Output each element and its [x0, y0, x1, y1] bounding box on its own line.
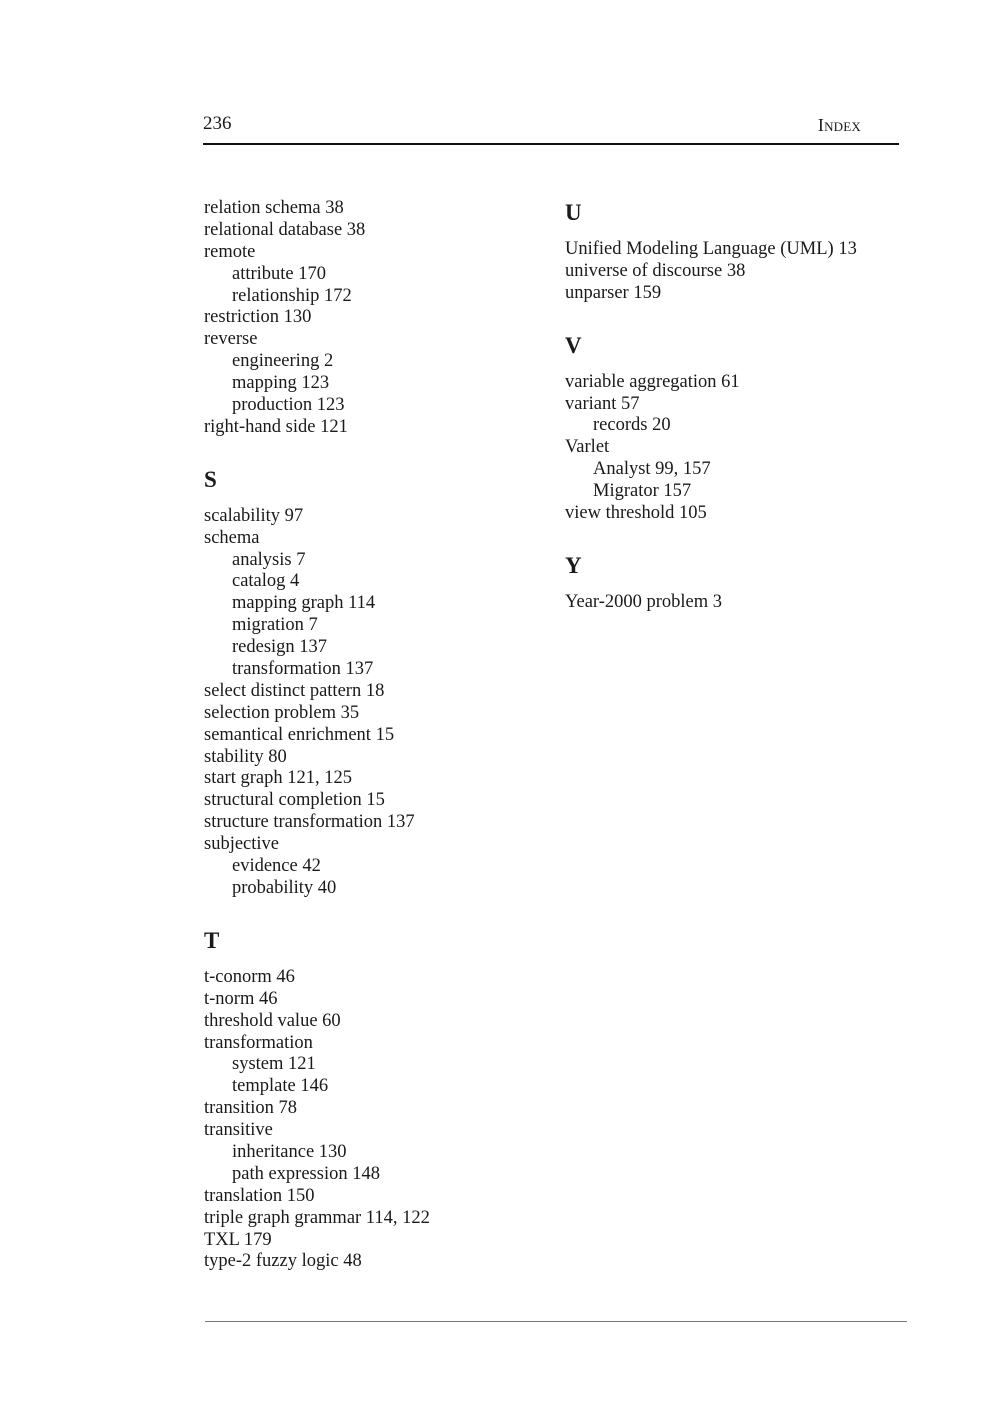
page-number: 236	[203, 113, 232, 134]
index-subentry: engineering 2	[232, 351, 334, 372]
index-entry: select distinct pattern 18	[204, 680, 385, 701]
footer-rule	[205, 1321, 907, 1322]
index-entry: variant 57	[565, 393, 640, 414]
index-entry: schema	[204, 527, 260, 548]
index-subentry: inheritance 130	[232, 1141, 347, 1162]
index-entry: view threshold 105	[565, 503, 707, 524]
index-entry: TXL 179	[204, 1229, 272, 1250]
index-subentry: template 146	[232, 1076, 329, 1097]
index-entry: scalability 97	[204, 505, 304, 526]
index-entry: Unified Modeling Language (UML) 13	[565, 239, 857, 259]
section-heading: S	[204, 466, 217, 492]
section-heading: V	[565, 332, 582, 358]
section-heading: Y	[565, 552, 582, 578]
index-entry: right-hand side 121	[204, 416, 348, 437]
index-entry: start graph 121, 125	[204, 768, 352, 789]
index-entry: transition 78	[204, 1098, 298, 1119]
index-entry: transitive	[204, 1120, 273, 1141]
index-subentry: records 20	[593, 415, 671, 436]
index-subentry: redesign 137	[232, 637, 328, 658]
index-entry: restriction 130	[204, 307, 312, 328]
index-entry: unparser 159	[565, 282, 662, 303]
index-entry: reverse	[204, 329, 258, 350]
index-entry: Year-2000 problem 3	[565, 591, 723, 612]
index-subentry: catalog 4	[232, 571, 300, 592]
index-subentry: attribute 170	[232, 263, 327, 284]
index-entry: t-norm 46	[204, 988, 278, 1009]
index-entry: triple graph grammar 114, 122	[204, 1207, 430, 1228]
section-heading: U	[565, 200, 582, 225]
index-entry: semantical enrichment 15	[204, 724, 395, 745]
index-subentry: Migrator 157	[593, 481, 692, 502]
index-subentry: mapping 123	[232, 373, 330, 394]
index-entry: t-conorm 46	[204, 966, 295, 987]
index-subentry: probability 40	[232, 877, 337, 898]
index-entry: remote	[204, 241, 256, 262]
index-entry: type-2 fuzzy logic 48	[204, 1251, 362, 1272]
index-subentry: analysis 7	[232, 549, 306, 570]
index-subentry: mapping graph 114	[232, 593, 376, 614]
index-subentry: system 121	[232, 1054, 316, 1075]
index-subentry: evidence 42	[232, 856, 321, 877]
index-subentry: production 123	[232, 395, 345, 416]
index-column-right: U Unified Modeling Language (UML) 13 unive…	[565, 198, 895, 614]
running-header-title: Index	[817, 115, 861, 135]
index-entry: structural completion 15	[204, 790, 385, 811]
index-entry: relational database 38	[204, 219, 366, 240]
index-entry: structure transformation 137	[204, 812, 415, 833]
index-entry: universe of discourse 38	[565, 260, 746, 281]
index-entry: variable aggregation 61	[565, 371, 740, 392]
index-subentry: path expression 148	[232, 1163, 380, 1184]
index-subentry: transformation 137	[232, 659, 374, 680]
index-entry: translation 150	[204, 1185, 315, 1206]
index-entry: subjective	[204, 834, 280, 855]
index-subentry: migration 7	[232, 615, 318, 636]
index-subentry: Analyst 99, 157	[593, 459, 711, 480]
index-entry: stability 80	[204, 746, 287, 767]
index-subentry: relationship 172	[232, 285, 352, 306]
index-entry: threshold value 60	[204, 1010, 341, 1031]
index-entry: selection problem 35	[204, 702, 360, 723]
index-entry: relation schema 38	[204, 198, 344, 218]
index-entry: transformation	[204, 1032, 313, 1053]
section-heading: T	[204, 927, 220, 953]
header-rule	[203, 143, 899, 145]
index-entry: Varlet	[565, 437, 610, 458]
index-column-left: relation schema 38 relational database 38…	[204, 198, 534, 1273]
